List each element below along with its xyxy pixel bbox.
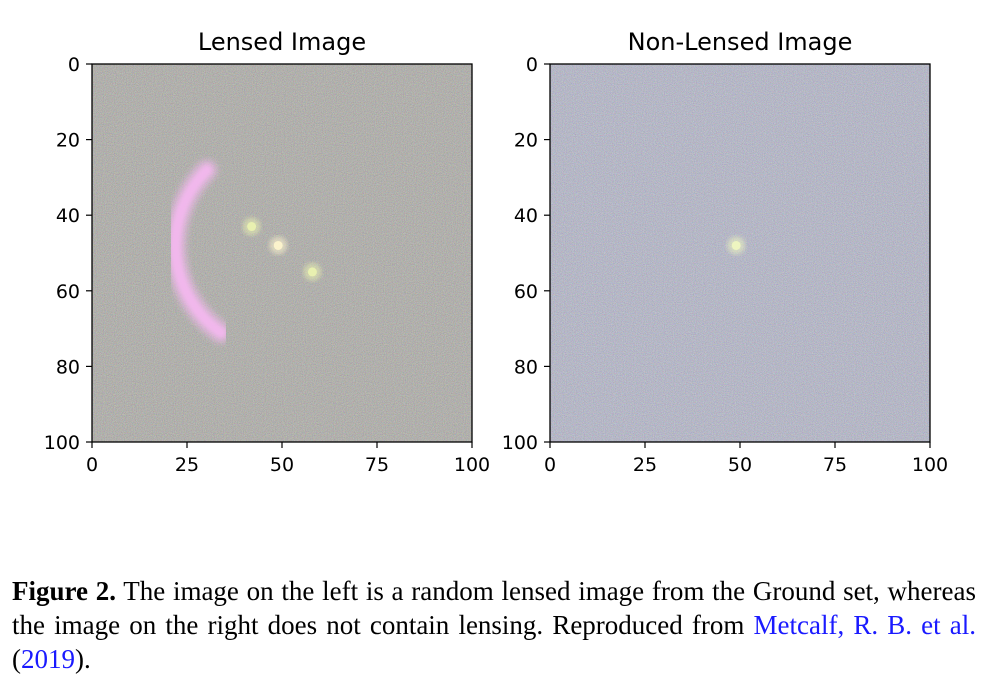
x-tick-label: 0 <box>544 454 556 476</box>
reference-authors-link[interactable]: Metcalf, R. B. et al. <box>753 610 976 640</box>
reference-open-paren: ( <box>12 644 21 674</box>
x-tick-label: 75 <box>365 454 389 476</box>
y-tick-label: 40 <box>514 205 538 227</box>
x-tick-label: 25 <box>175 454 199 476</box>
reference-close-paren: ). <box>75 644 91 674</box>
figure-caption: Figure 2. The image on the left is a ran… <box>12 574 976 676</box>
x-tick-label: 50 <box>270 454 294 476</box>
caption-text: The image on the left is a random lensed… <box>12 576 976 640</box>
y-tick-label: 100 <box>44 432 80 454</box>
y-tick-label: 60 <box>56 281 80 303</box>
x-tick-label: 25 <box>633 454 657 476</box>
panel-title: Lensed Image <box>198 28 366 56</box>
x-tick-label: 50 <box>728 454 752 476</box>
y-tick-label: 20 <box>514 130 538 152</box>
light-source-point <box>247 222 257 232</box>
lensing-arc <box>170 164 227 339</box>
x-tick-label: 100 <box>454 454 490 476</box>
caption-label: Figure 2. <box>12 576 116 606</box>
figure: Lensed Image 0 25 50 75 100 0 20 40 60 80 100 Non-L… <box>44 28 948 476</box>
light-source-point <box>273 240 283 250</box>
light-source-point <box>731 240 741 250</box>
y-tick-label: 60 <box>514 281 538 303</box>
x-tick-label: 0 <box>86 454 98 476</box>
reference-year-link[interactable]: 2019 <box>21 644 75 674</box>
y-tick-label: 0 <box>526 54 538 76</box>
y-tick-label: 40 <box>56 205 80 227</box>
light-source-point <box>307 267 317 277</box>
non-lensed-image-panel: Non-Lensed Image 0 25 50 75 100 0 20 40 60 80 100 <box>502 28 948 476</box>
y-tick-label: 100 <box>502 432 538 454</box>
x-tick-label: 75 <box>823 454 847 476</box>
y-tick-label: 20 <box>56 130 80 152</box>
x-tick-label: 100 <box>912 454 948 476</box>
panel-title: Non-Lensed Image <box>628 28 853 56</box>
y-tick-label: 0 <box>68 54 80 76</box>
lensed-image-panel: Lensed Image 0 25 50 75 100 0 20 40 60 80 100 <box>44 28 490 476</box>
y-tick-label: 80 <box>56 356 80 378</box>
y-tick-label: 80 <box>514 356 538 378</box>
